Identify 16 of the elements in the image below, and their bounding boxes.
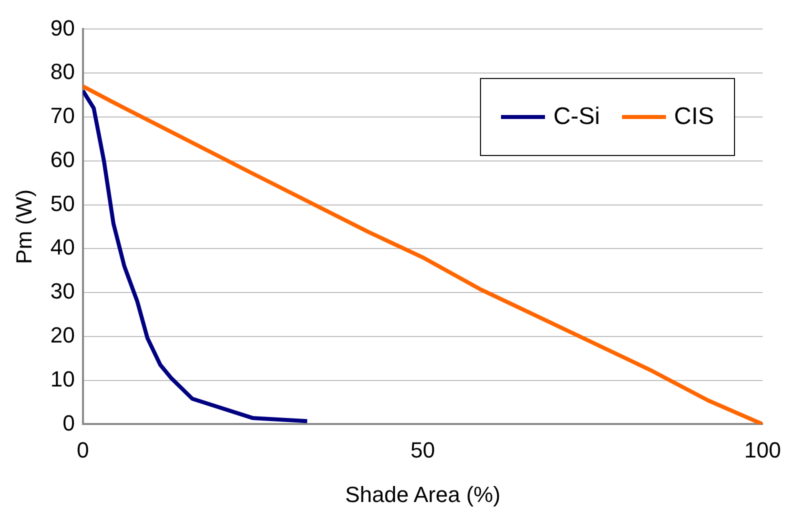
x-axis-title: Shade Area (%) <box>345 482 500 507</box>
y-axis-title: Pm (W) <box>11 189 36 264</box>
legend-label: C-Si <box>553 103 600 131</box>
y-tick-label: 10 <box>50 366 75 392</box>
legend-label: CIS <box>674 103 714 131</box>
y-tick-label: 40 <box>50 234 75 260</box>
x-tick-label: 50 <box>410 437 435 462</box>
y-tick-label: 60 <box>50 146 75 172</box>
y-tick-label: 30 <box>50 278 75 304</box>
y-tick-label: 90 <box>50 15 75 40</box>
x-tick-label: 100 <box>744 437 782 462</box>
y-tick-label: 70 <box>50 103 75 128</box>
y-tick-label: 20 <box>50 322 75 348</box>
y-tick-label: 0 <box>62 410 75 436</box>
y-tick-label: 80 <box>50 59 75 84</box>
y-tick-label: 50 <box>50 190 75 216</box>
